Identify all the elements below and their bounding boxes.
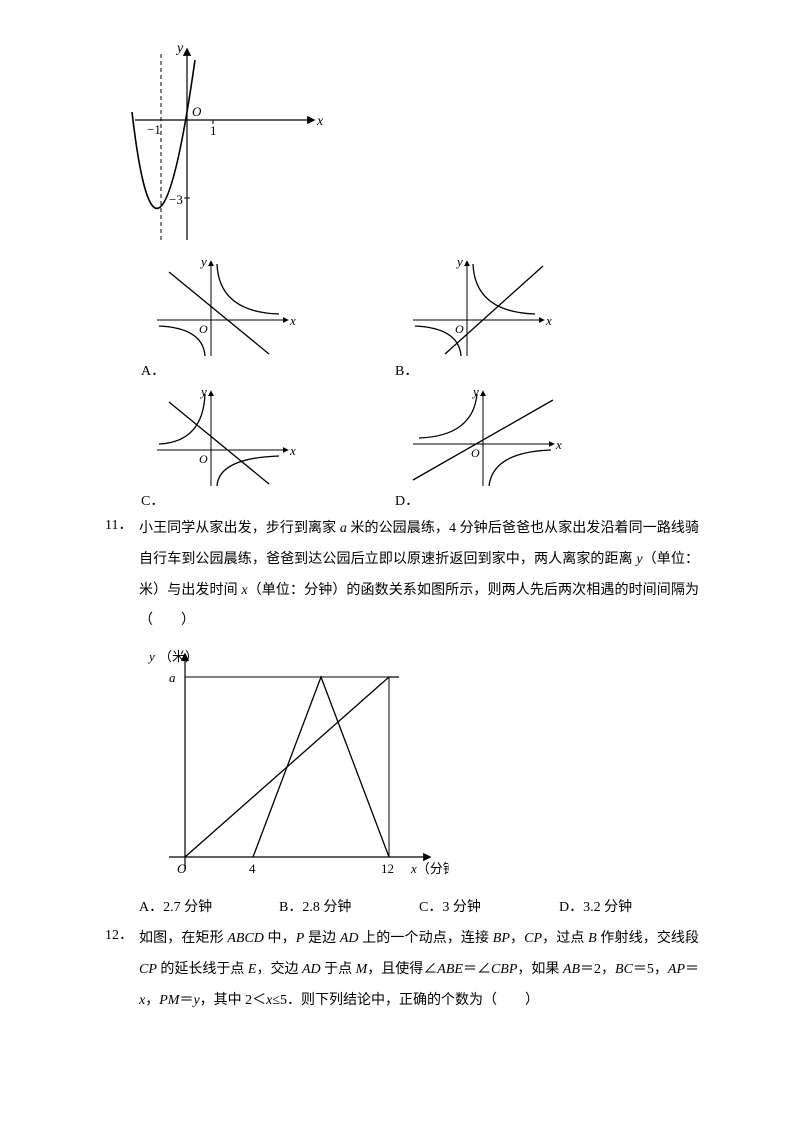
q11-answer-A: A．2.7 分钟	[139, 893, 279, 924]
option-B-figure: x y O	[405, 254, 555, 364]
option-C-label: C．	[105, 490, 164, 510]
svg-text:x: x	[555, 437, 562, 452]
svg-text:x: x	[316, 114, 324, 129]
svg-text:O: O	[192, 104, 202, 119]
svg-text:y: y	[455, 254, 463, 269]
svg-text:O: O	[471, 446, 480, 460]
svg-text:a: a	[169, 670, 176, 685]
figure-parabola: x y O −1 1 −3	[125, 40, 325, 250]
svg-text:O: O	[455, 322, 464, 336]
option-A-figure: x y O	[149, 254, 299, 364]
q11-number: 11．	[105, 514, 139, 637]
q12-number: 12．	[105, 924, 139, 1016]
q11-chart: y （米） a O 4 12 x（分钟）	[129, 643, 449, 893]
svg-text:x（分钟）: x（分钟）	[410, 861, 449, 876]
q11-answer-C: C．3 分钟	[419, 893, 559, 924]
svg-text:O: O	[199, 452, 208, 466]
svg-text:−1: −1	[147, 122, 161, 137]
q11-answer-B: B．2.8 分钟	[279, 893, 419, 924]
svg-text:y: y	[175, 41, 184, 56]
q12-text: 如图，在矩形 ABCD 中，P 是边 AD 上的一个动点，连接 BP，CP，过点…	[139, 924, 699, 1016]
svg-text:y: y	[199, 384, 207, 399]
option-D-figure: x y O	[405, 384, 565, 494]
svg-text:4: 4	[249, 861, 256, 876]
svg-text:y: y	[147, 649, 155, 664]
option-B-label: B．	[385, 360, 418, 380]
svg-text:（米）: （米）	[159, 649, 198, 664]
option-A-label: A．	[105, 360, 165, 380]
svg-text:y: y	[471, 384, 479, 399]
svg-text:x: x	[289, 313, 296, 328]
q11-answer-D: D．3.2 分钟	[559, 893, 699, 924]
svg-text:O: O	[199, 322, 208, 336]
svg-text:−3: −3	[169, 192, 183, 207]
svg-text:x: x	[289, 443, 296, 458]
svg-text:x: x	[545, 313, 552, 328]
svg-text:y: y	[199, 254, 207, 269]
option-D-label: D．	[385, 490, 419, 510]
option-C-figure: x y O	[149, 384, 299, 494]
svg-text:O: O	[177, 861, 187, 876]
svg-text:12: 12	[381, 861, 394, 876]
q11-text: 小王同学从家出发，步行到离家 a 米的公园晨练，4 分钟后爸爸也从家出发沿着同一…	[139, 514, 699, 637]
svg-text:1: 1	[210, 123, 217, 138]
